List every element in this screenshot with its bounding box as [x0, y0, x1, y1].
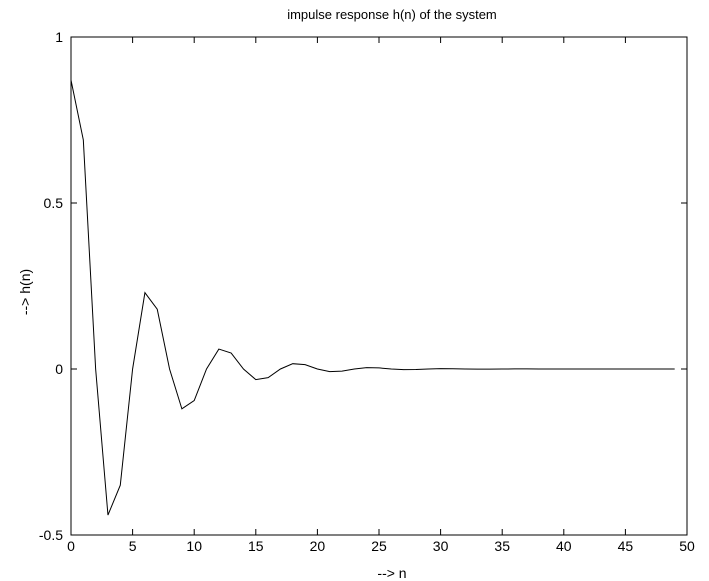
x-tick-label: 40: [556, 538, 572, 554]
plot-frame: [70, 36, 688, 536]
x-tick-label: 0: [67, 538, 75, 554]
chart-title: impulse response h(n) of the system: [287, 7, 497, 22]
series-line: [70, 80, 675, 516]
x-tick-label: 35: [494, 538, 510, 554]
y-tick-label: 0: [55, 361, 63, 377]
y-tick-label: 0.5: [44, 195, 64, 211]
x-tick-label: 20: [310, 538, 326, 554]
x-tick-label: 50: [679, 538, 695, 554]
y-axis-label: --> h(n): [17, 269, 33, 315]
y-tick-label: 1: [55, 29, 63, 45]
y-tick-label: -0.5: [39, 527, 63, 543]
x-tick-label: 5: [129, 538, 137, 554]
x-tick-label: 10: [186, 538, 202, 554]
x-tick-label: 30: [433, 538, 449, 554]
x-tick-label: 15: [248, 538, 264, 554]
plot-area: 0 5 10 15 20 25 30 35 40 45 50-0.500.51: [39, 29, 695, 554]
x-tick-label: 25: [371, 538, 387, 554]
x-axis-label: --> n: [377, 565, 406, 581]
x-tick-label: 45: [618, 538, 634, 554]
